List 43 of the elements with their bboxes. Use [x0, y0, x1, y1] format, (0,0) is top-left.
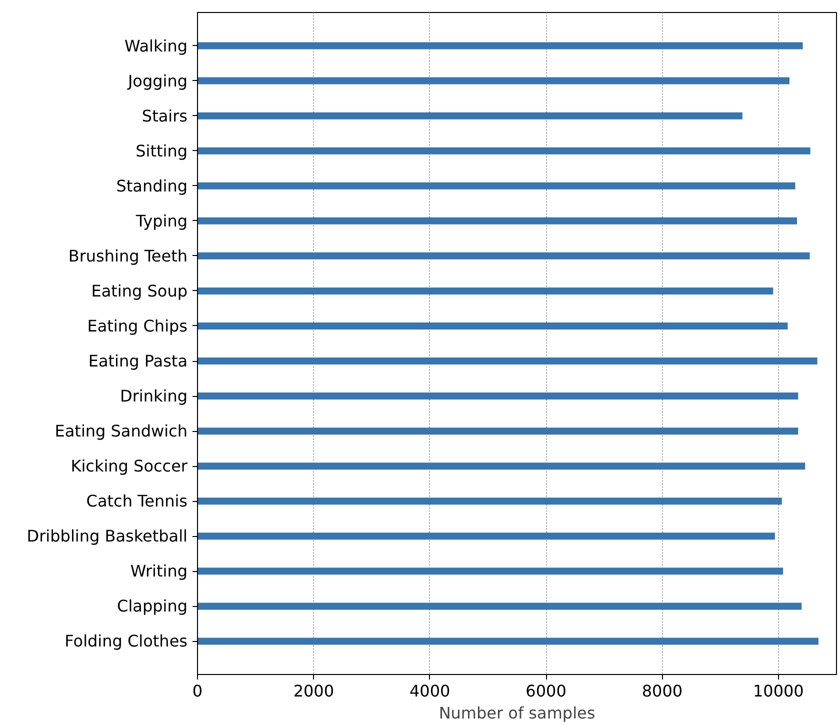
y-tick-label: Catch Tennis — [86, 492, 188, 511]
bar — [198, 182, 796, 190]
bar — [198, 498, 782, 505]
bar — [198, 638, 818, 645]
bar — [198, 602, 802, 610]
bar — [198, 322, 788, 330]
y-tick-label: Writing — [130, 562, 188, 581]
y-tick-label: Clapping — [117, 596, 188, 616]
bar — [198, 428, 798, 435]
y-tick-label: Kicking Soccer — [70, 456, 188, 476]
y-tick-label: Drinking — [120, 386, 188, 406]
y-tick-label: Eating Pasta — [88, 352, 188, 371]
y-tick-label: Folding Clothes — [64, 632, 188, 651]
x-tick-label: 8000 — [642, 682, 683, 700]
y-tick-label: Walking — [124, 36, 188, 56]
y-tick-label: Eating Soup — [91, 281, 188, 300]
bar — [198, 462, 806, 470]
bar — [198, 217, 797, 224]
y-tick-label: Dribbling Basketball — [26, 526, 188, 546]
x-tick-label: 10000 — [752, 682, 804, 700]
y-tick-label: Standing — [116, 176, 188, 196]
bar — [198, 568, 784, 575]
bar — [198, 77, 790, 84]
y-tick-label: Stairs — [142, 106, 188, 126]
y-tick-label: Sitting — [136, 141, 188, 160]
y-tick-label: Typing — [134, 211, 188, 230]
bar — [198, 112, 742, 120]
x-tick-label: 0 — [192, 682, 203, 700]
x-tick-label: 2000 — [293, 682, 334, 700]
y-tick-label: Eating Chips — [87, 316, 188, 336]
y-tick-label: Eating Sandwich — [54, 422, 188, 441]
bar — [198, 147, 810, 154]
bar — [198, 252, 810, 260]
x-tick-label: 6000 — [526, 682, 566, 700]
bar — [198, 42, 803, 50]
x-axis-title: Number of samples — [438, 704, 596, 722]
bar — [198, 532, 775, 540]
y-tick-label: Jogging — [126, 71, 188, 90]
bar — [198, 287, 774, 294]
y-tick-label: Brushing Teeth — [68, 246, 188, 266]
x-tick-label: 4000 — [410, 682, 450, 700]
bar — [198, 392, 798, 400]
bar — [198, 358, 818, 365]
